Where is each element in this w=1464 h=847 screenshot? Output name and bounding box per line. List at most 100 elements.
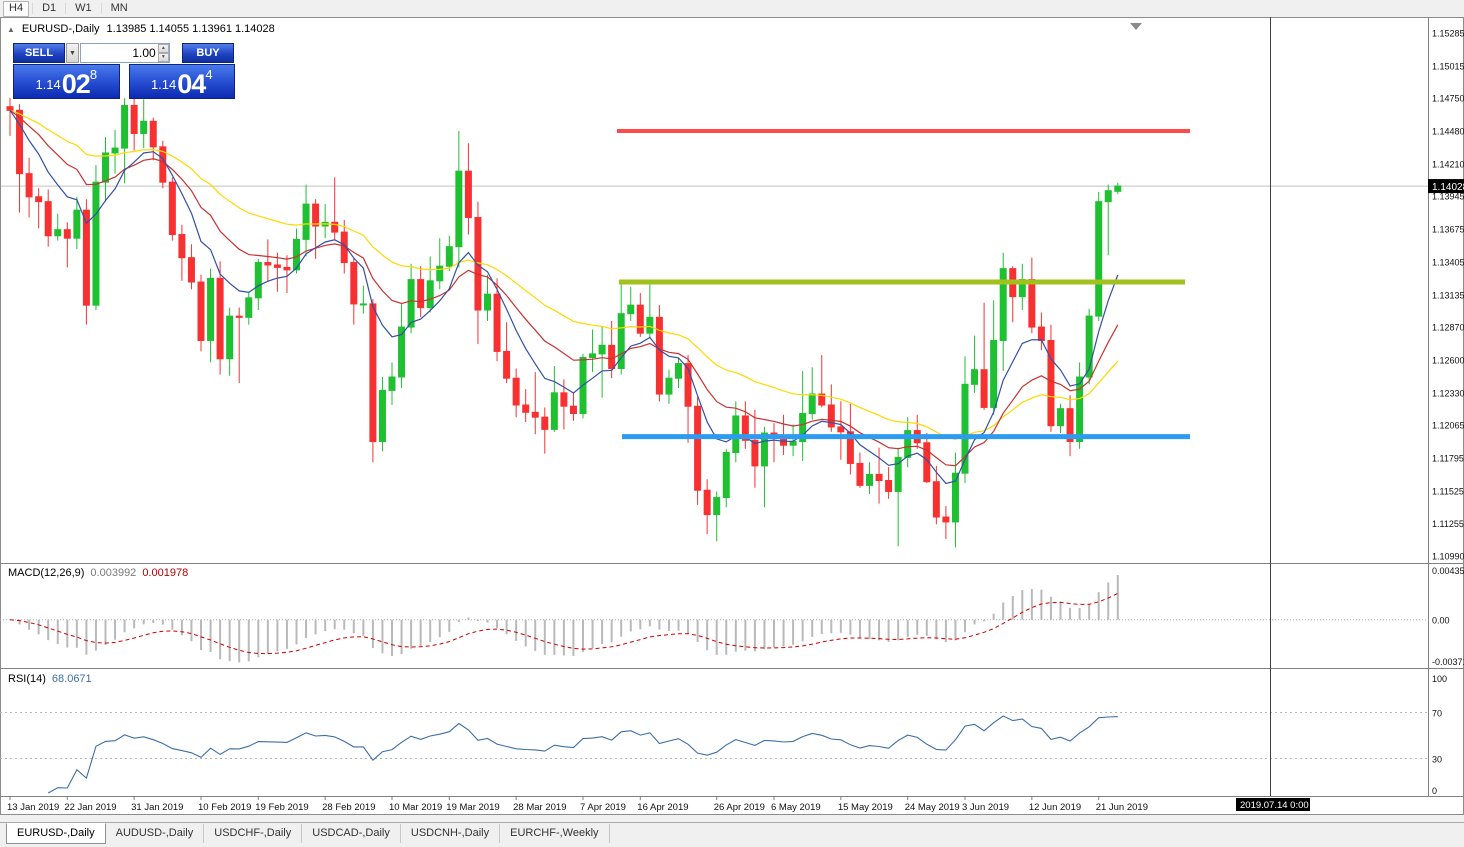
svg-text:10 Feb 2019: 10 Feb 2019 — [198, 802, 251, 813]
svg-text:12 Jun 2019: 12 Jun 2019 — [1029, 802, 1081, 813]
svg-text:-0.00371: -0.00371 — [1432, 657, 1464, 667]
tab-label: USDCNH-,Daily — [410, 827, 490, 839]
macd-name: MACD(12,26,9) — [8, 567, 85, 579]
ask-point-digit: 4 — [205, 67, 213, 82]
tab-usdcad-daily[interactable]: USDCAD-,Daily — [302, 824, 401, 843]
svg-text:1.15285: 1.15285 — [1432, 29, 1464, 39]
svg-text:0.004359: 0.004359 — [1432, 566, 1464, 576]
macd-signal-value: 0.001978 — [142, 567, 189, 579]
timeframe-mn-button[interactable]: MN — [105, 1, 134, 17]
tab-label: EURCHF-,Weekly — [510, 827, 599, 839]
svg-text:1.14750: 1.14750 — [1432, 94, 1464, 104]
current-price-tag: 1.14028 — [1428, 179, 1464, 194]
svg-text:3 Jun 2019: 3 Jun 2019 — [962, 802, 1009, 813]
svg-text:1.14028: 1.14028 — [1432, 182, 1464, 193]
sell-button[interactable]: SELL — [13, 43, 65, 63]
svg-text:1.13945: 1.13945 — [1432, 192, 1464, 202]
svg-text:19 Feb 2019: 19 Feb 2019 — [255, 802, 308, 813]
rsi-value: 68.0671 — [51, 673, 92, 685]
rsi-line — [47, 715, 1118, 794]
tab-usdcnh-daily[interactable]: USDCNH-,Daily — [401, 824, 501, 843]
vertical-time-marker: 2019.07.14 0:00 — [1236, 17, 1310, 811]
bid-price-box[interactable]: 1.14 02 8 — [13, 64, 120, 99]
svg-text:1.12600: 1.12600 — [1432, 355, 1464, 365]
svg-text:31 Jan 2019: 31 Jan 2019 — [131, 802, 183, 813]
macd-signal-line — [9, 592, 1119, 655]
svg-text:26 Apr 2019: 26 Apr 2019 — [714, 802, 765, 813]
bid-pip-digits: 02 — [61, 69, 91, 100]
chart-ohlc-values: 1.13985 1.14055 1.13961 1.14028 — [106, 23, 275, 35]
tab-eurchf-weekly[interactable]: EURCHF-,Weekly — [500, 824, 610, 843]
svg-text:15 May 2019: 15 May 2019 — [838, 802, 893, 813]
svg-text:1.12330: 1.12330 — [1432, 388, 1464, 398]
tab-label: EURUSD-,Daily — [17, 827, 95, 839]
price-axis[interactable]: 1.15285 1.15015 1.14750 1.14480 1.14210 1.139… — [1432, 29, 1464, 562]
svg-text:1.13405: 1.13405 — [1432, 257, 1464, 267]
rsi-name: RSI(14) — [8, 673, 46, 685]
bid-point-digit: 8 — [89, 67, 98, 82]
volume-input[interactable] — [81, 44, 158, 62]
volume-decrease-button[interactable]: ▼ — [157, 53, 169, 62]
svg-text:19 Mar 2019: 19 Mar 2019 — [446, 802, 499, 813]
timeframe-toolbar: H4 D1 W1 MN — [0, 0, 1464, 17]
chart-title: ▲ EURUSD-,Daily 1.13985 1.14055 1.13961 … — [7, 23, 275, 35]
svg-text:0: 0 — [1432, 786, 1437, 796]
rsi-indicator-label: RSI(14) 68.0671 — [8, 673, 92, 685]
time-axis[interactable]: 13 Jan 2019 22 Jan 2019 31 Jan 2019 10 Feb … — [7, 796, 1148, 813]
svg-text:24 May 2019: 24 May 2019 — [905, 802, 960, 813]
one-click-trading-panel: SELL ▼ ▲ ▼ BUY 1.14028 1.140 — [13, 43, 235, 99]
svg-text:0.00: 0.00 — [1432, 616, 1450, 626]
trade-panel-controls: SELL ▼ ▲ ▼ BUY — [13, 43, 235, 63]
svg-text:1.12870: 1.12870 — [1432, 323, 1464, 333]
ask-price-box[interactable]: 1.14 04 4 — [128, 64, 235, 100]
buy-button[interactable]: BUY — [182, 43, 234, 63]
svg-text:7 Apr 2019: 7 Apr 2019 — [580, 802, 626, 813]
timeframe-d1-button[interactable]: D1 — [36, 1, 62, 17]
ask-main-digits: 1.14 — [150, 77, 177, 92]
timeframe-w1-button[interactable]: W1 — [69, 1, 98, 17]
svg-text:100: 100 — [1432, 674, 1447, 684]
tab-eurusd-daily[interactable]: EURUSD-,Daily — [6, 823, 106, 844]
tab-audusd-daily[interactable]: AUDUSD-,Daily — [106, 824, 205, 843]
svg-text:1.11795: 1.11795 — [1432, 453, 1464, 463]
trade-panel-prices: 1.14 02 8 1.14 04 4 — [13, 64, 235, 99]
svg-text:1.13675: 1.13675 — [1432, 225, 1464, 235]
timeframe-h4-button[interactable]: H4 — [3, 0, 30, 17]
svg-text:30: 30 — [1432, 755, 1442, 765]
svg-text:1.10990: 1.10990 — [1432, 552, 1464, 562]
tab-label: USDCAD-,Daily — [312, 827, 390, 839]
bid-main-digits: 1.14 — [35, 77, 61, 92]
panel-separators — [0, 17, 1464, 797]
svg-text:70: 70 — [1432, 709, 1442, 719]
volume-dropdown-button[interactable]: ▼ — [66, 43, 79, 63]
volume-increase-button[interactable]: ▲ — [157, 44, 169, 53]
svg-text:1.11525: 1.11525 — [1432, 486, 1464, 496]
svg-text:10 Mar 2019: 10 Mar 2019 — [389, 802, 442, 813]
chart-tabs-bar: EURUSD-,Daily AUDUSD-,Daily USDCHF-,Dail… — [0, 822, 1464, 847]
svg-text:16 Apr 2019: 16 Apr 2019 — [637, 802, 688, 813]
ma-slow — [9, 109, 1119, 440]
svg-text:28 Feb 2019: 28 Feb 2019 — [322, 802, 375, 813]
ma-medium — [9, 109, 1119, 467]
svg-text:2019.07.14 0:00: 2019.07.14 0:00 — [1240, 800, 1309, 811]
chevron-down-icon[interactable] — [1130, 23, 1142, 30]
collapse-panel-icon[interactable]: ▲ — [7, 24, 15, 34]
chart-canvas[interactable]: 1.152851.150151.147501.144801.142101.139… — [0, 17, 1464, 815]
tab-usdchf-daily[interactable]: USDCHF-,Daily — [204, 824, 303, 843]
support-resistance-lines — [617, 129, 1190, 440]
divider — [100, 3, 102, 14]
ask-pip-digits: 04 — [177, 69, 206, 100]
macd-indicator-label: MACD(12,26,9) 0.003992 0.001978 — [8, 567, 188, 579]
svg-text:6 May 2019: 6 May 2019 — [771, 802, 821, 813]
volume-spinner: ▲ ▼ — [157, 44, 169, 62]
svg-text:1.14210: 1.14210 — [1432, 159, 1464, 169]
divider — [65, 3, 67, 14]
macd-main-value: 0.003992 — [90, 567, 137, 579]
rsi-panel: 100 70 30 0 — [0, 674, 1447, 796]
chevron-down-icon: ▼ — [69, 49, 76, 57]
ma-fast — [9, 109, 1119, 485]
chart-window: 1.15285 1.15015 1.14750 1.14480 1.14210 1.139… — [0, 17, 1464, 815]
divider — [32, 3, 34, 14]
moving-averages — [9, 109, 1119, 485]
